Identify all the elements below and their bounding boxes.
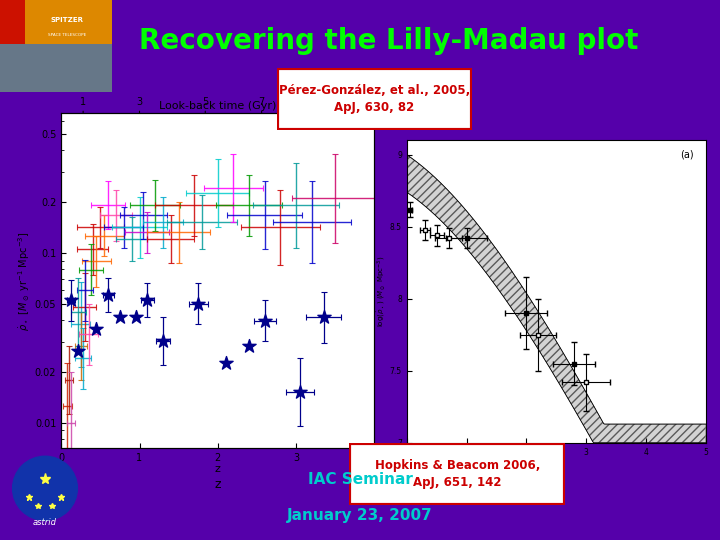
Text: January 23, 2007: January 23, 2007 xyxy=(287,508,433,523)
Text: astrid: astrid xyxy=(33,518,57,526)
Text: 9: 9 xyxy=(315,97,321,107)
FancyBboxPatch shape xyxy=(277,68,472,130)
Point xyxy=(157,337,168,346)
Point xyxy=(259,316,271,325)
FancyBboxPatch shape xyxy=(349,443,565,505)
Text: 1: 1 xyxy=(80,97,86,107)
Text: (a): (a) xyxy=(680,150,693,159)
Text: SPACE TELESCOPE: SPACE TELESCOPE xyxy=(48,33,86,37)
Text: 11: 11 xyxy=(361,97,373,107)
Y-axis label: $\log(\dot{\rho}_\star)$ ($M_\odot$ Mpc$^{-3}$): $\log(\dot{\rho}_\star)$ ($M_\odot$ Mpc$… xyxy=(375,256,387,327)
Text: SPITZER: SPITZER xyxy=(50,17,84,23)
Point xyxy=(142,296,153,305)
Point xyxy=(130,313,141,322)
Text: 7: 7 xyxy=(258,97,265,107)
Text: 3: 3 xyxy=(136,97,143,107)
Text: z: z xyxy=(215,478,221,491)
X-axis label: Look-back time (Gyr): Look-back time (Gyr) xyxy=(159,101,276,111)
Point xyxy=(114,313,126,322)
Point xyxy=(102,291,114,300)
Text: 5: 5 xyxy=(202,97,208,107)
Point xyxy=(318,313,329,322)
Point xyxy=(91,325,102,334)
Circle shape xyxy=(13,456,78,521)
Bar xyxy=(0,44,112,92)
Point xyxy=(192,299,204,308)
Bar xyxy=(0,0,112,44)
Text: IAC Seminar: IAC Seminar xyxy=(307,472,413,487)
X-axis label: z: z xyxy=(554,458,559,467)
Point xyxy=(73,347,84,356)
Point xyxy=(243,342,255,350)
Point xyxy=(220,359,231,368)
Point xyxy=(294,388,306,396)
X-axis label: z: z xyxy=(215,464,221,475)
Text: Hopkins & Beacom 2006,
ApJ, 651, 142: Hopkins & Beacom 2006, ApJ, 651, 142 xyxy=(374,459,540,489)
Y-axis label: $\dot{\rho}_\star$ [$M_\odot$ yr$^{-1}$ Mpc$^{-3}$]: $\dot{\rho}_\star$ [$M_\odot$ yr$^{-1}$ … xyxy=(17,231,32,330)
Bar xyxy=(0,0,24,44)
Text: Pérez-González, et al., 2005,
ApJ, 630, 82: Pérez-González, et al., 2005, ApJ, 630, … xyxy=(279,84,470,113)
Point xyxy=(66,296,77,305)
Text: Recovering the Lilly-Madau plot: Recovering the Lilly-Madau plot xyxy=(139,28,639,55)
